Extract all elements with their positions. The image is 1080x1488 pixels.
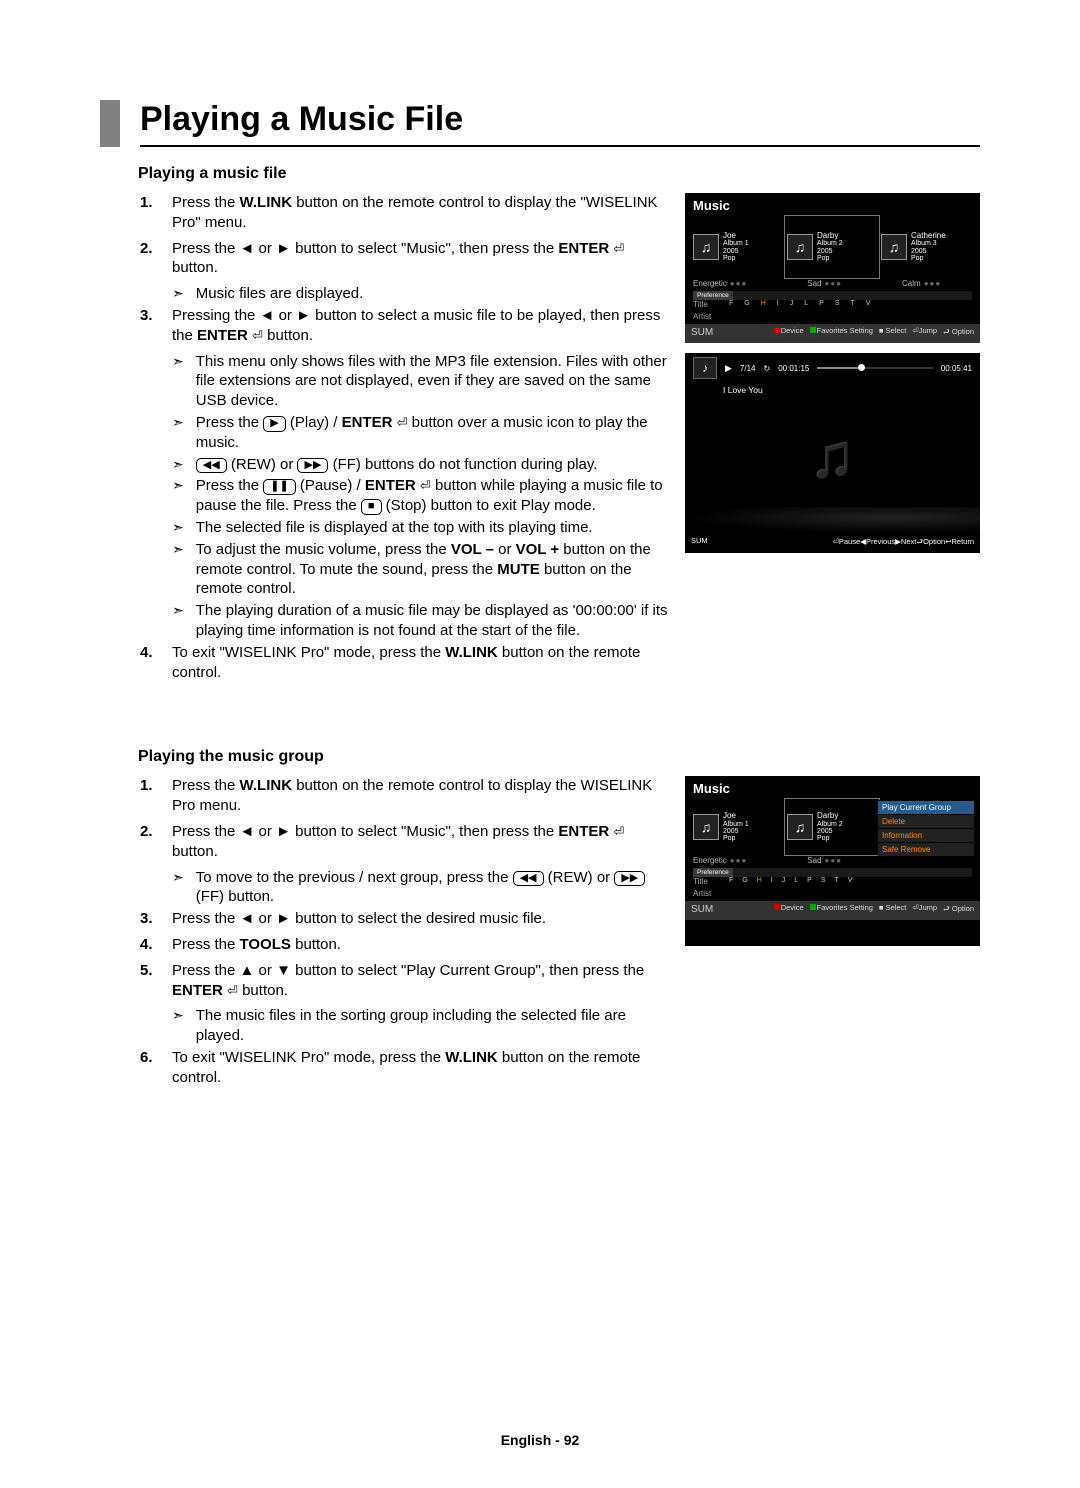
play-status-icon: ▶ bbox=[725, 363, 732, 374]
enter-icon bbox=[420, 477, 431, 494]
section1-steps: 1.Press the W.LINK button on the remote … bbox=[140, 193, 671, 688]
enter-icon bbox=[613, 823, 624, 840]
shot-title: Music bbox=[685, 193, 980, 216]
section2-steps: 1.Press the W.LINK button on the remote … bbox=[140, 776, 671, 1093]
ff-icon: ▶▶ bbox=[614, 871, 645, 887]
enter-icon bbox=[613, 240, 624, 257]
music-player-screenshot: ♪ ▶ 7/14 ↻00:01:15 00:05:41 I Love You ♫… bbox=[685, 353, 980, 553]
page-title: Playing a Music File bbox=[140, 100, 980, 147]
page-footer: English - 92 bbox=[0, 1432, 1080, 1448]
large-music-note-icon: ♫ bbox=[809, 422, 856, 493]
enter-icon bbox=[227, 982, 238, 999]
section1-heading: Playing a music file bbox=[138, 165, 980, 183]
music-library-screenshot: Music ♫JoeAlbum 12005Pop ♫DarbyAlbum 220… bbox=[685, 193, 980, 343]
section2-heading: Playing the music group bbox=[138, 748, 980, 766]
rew-icon: ◀◀ bbox=[196, 458, 227, 474]
pause-icon: ❚❚ bbox=[263, 479, 295, 495]
page-title-block: Playing a Music File bbox=[100, 100, 980, 147]
ff-icon: ▶▶ bbox=[297, 458, 328, 474]
stop-icon: ■ bbox=[361, 499, 382, 515]
song-title: I Love You bbox=[685, 383, 980, 395]
music-note-icon: ♪ bbox=[693, 357, 717, 379]
enter-icon bbox=[397, 414, 408, 431]
enter-icon bbox=[252, 327, 263, 344]
play-icon: ▶ bbox=[263, 416, 285, 432]
options-dropdown: Play Current Group Delete Information Sa… bbox=[878, 800, 974, 856]
rew-icon: ◀◀ bbox=[513, 871, 544, 887]
music-options-screenshot: Music Play Current Group Delete Informat… bbox=[685, 776, 980, 946]
